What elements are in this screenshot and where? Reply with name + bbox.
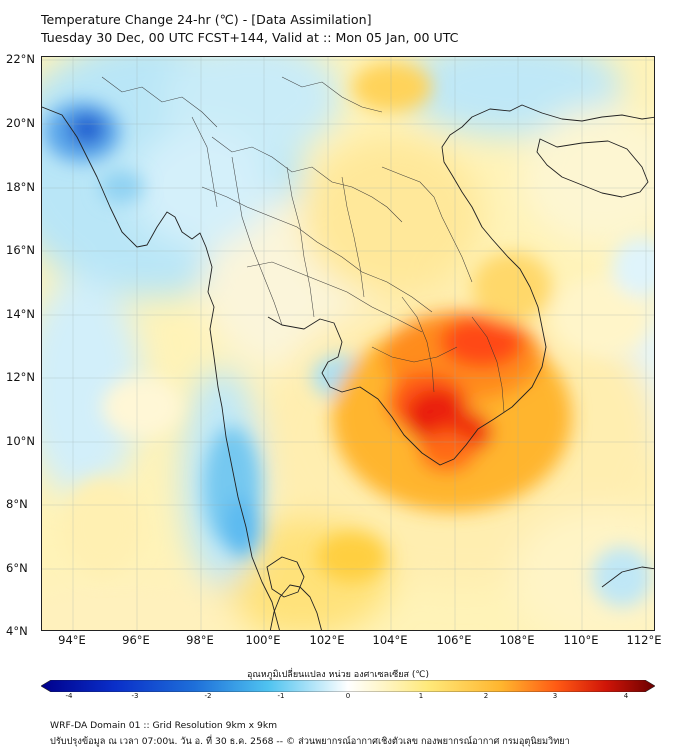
colorbar-tick: -3 bbox=[131, 692, 139, 700]
lat-label-8n: 8°N bbox=[6, 497, 28, 511]
lon-label-100e: 100°E bbox=[245, 633, 281, 647]
colorbar-tick: -1 bbox=[277, 692, 285, 700]
colorbar-tick: 4 bbox=[623, 692, 629, 700]
graticule bbox=[42, 57, 654, 630]
chart-title: Temperature Change 24-hr (℃) - [Data Ass… bbox=[41, 12, 372, 27]
lat-label-22n: 22°N bbox=[6, 52, 35, 66]
lon-label-102e: 102°E bbox=[309, 633, 345, 647]
colorbar bbox=[41, 680, 655, 692]
lon-label-110e: 110°E bbox=[563, 633, 599, 647]
lat-label-4n: 4°N bbox=[6, 624, 28, 638]
footer-model-info: WRF-DA Domain 01 :: Grid Resolution 9km … bbox=[50, 720, 278, 731]
lat-label-20n: 20°N bbox=[6, 116, 35, 130]
footer-credit: ปรับปรุงข้อมูล ณ เวลา 07:00น. วัน อ. ที่… bbox=[50, 736, 570, 747]
lat-label-12n: 12°N bbox=[6, 370, 35, 384]
lon-label-104e: 104°E bbox=[372, 633, 408, 647]
colorbar-tick: -2 bbox=[204, 692, 212, 700]
coastlines bbox=[42, 104, 654, 630]
lat-label-14n: 14°N bbox=[6, 307, 35, 321]
lon-label-98e: 98°E bbox=[186, 633, 214, 647]
lat-label-16n: 16°N bbox=[6, 243, 35, 257]
lon-label-96e: 96°E bbox=[122, 633, 150, 647]
temperature-change-map[interactable] bbox=[41, 56, 655, 631]
colorbar-tick: 1 bbox=[418, 692, 424, 700]
colorbar-tick: 3 bbox=[552, 692, 558, 700]
lon-label-106e: 106°E bbox=[436, 633, 472, 647]
lon-label-94e: 94°E bbox=[58, 633, 86, 647]
lat-label-10n: 10°N bbox=[6, 434, 35, 448]
colorbar-tick: 2 bbox=[483, 692, 489, 700]
colorbar-tick: -4 bbox=[65, 692, 73, 700]
province-borders bbox=[101, 76, 505, 413]
lon-label-108e: 108°E bbox=[499, 633, 535, 647]
map-canvas bbox=[42, 57, 654, 630]
lon-label-112e: 112°E bbox=[626, 633, 662, 647]
lat-label-18n: 18°N bbox=[6, 180, 35, 194]
colorbar-title: อุณหภูมิเปลี่ยนแปลง หน่วย องศาเซลเซียส (… bbox=[246, 670, 430, 680]
field-sharp-features bbox=[44, 62, 654, 607]
lat-label-6n: 6°N bbox=[6, 561, 28, 575]
chart-subtitle: Tuesday 30 Dec, 00 UTC FCST+144, Valid a… bbox=[41, 30, 459, 45]
colorbar-tick: 0 bbox=[345, 692, 351, 700]
